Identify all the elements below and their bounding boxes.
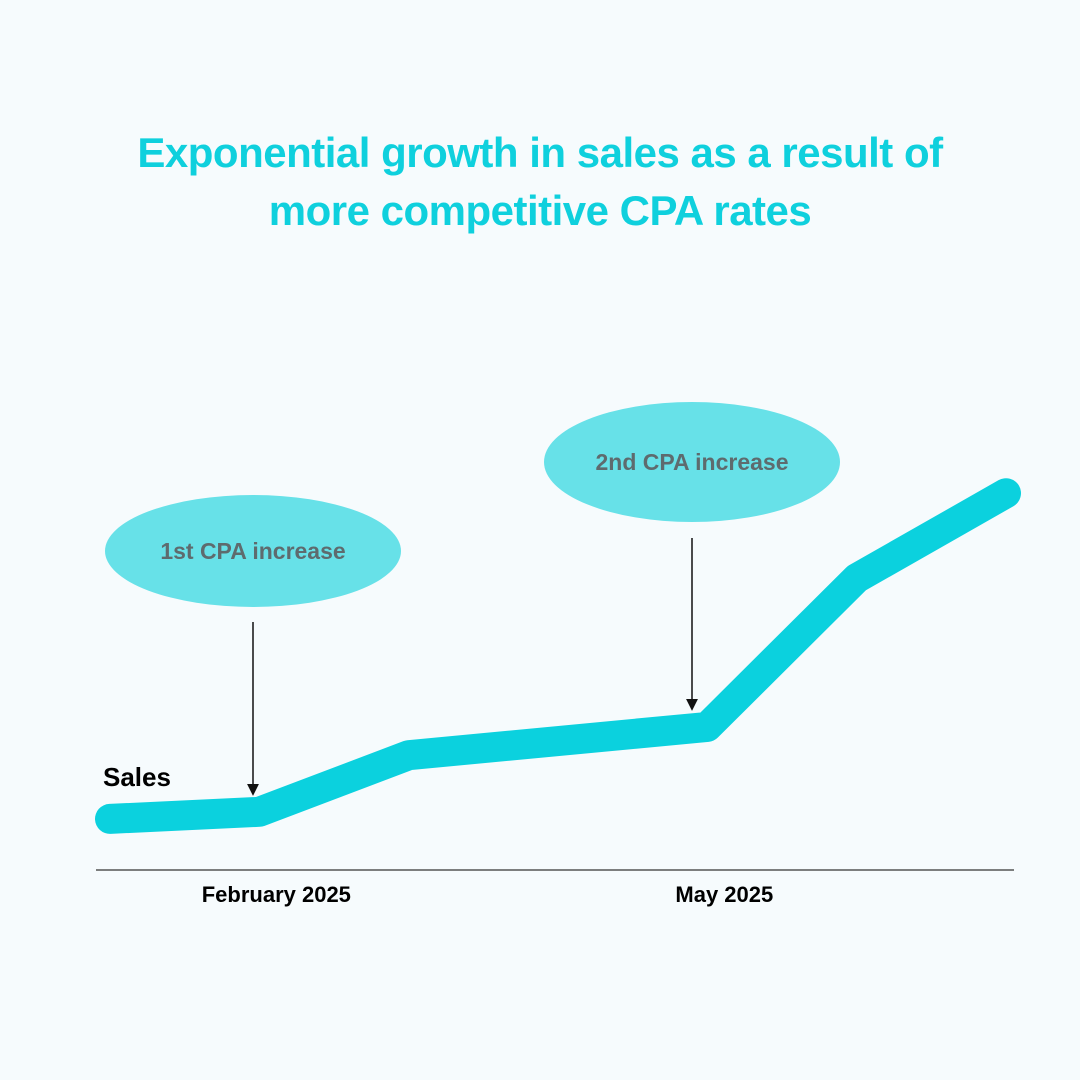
x-tick-label-1: February 2025 bbox=[202, 882, 351, 907]
annotation-bubble-2 bbox=[544, 402, 840, 522]
y-axis-label: Sales bbox=[103, 762, 171, 792]
chart-title-line-2: more competitive CPA rates bbox=[268, 187, 812, 234]
x-tick-label-2: May 2025 bbox=[675, 882, 773, 907]
annotation-bubble-1 bbox=[105, 495, 401, 607]
annotation-label-2: 2nd CPA increase bbox=[595, 449, 788, 475]
sales-series-line bbox=[95, 478, 1021, 834]
chart-title-line-1: Exponential growth in sales as a result … bbox=[137, 129, 943, 176]
chart-title: Exponential growth in sales as a result … bbox=[0, 124, 1080, 240]
annotation-label-1: 1st CPA increase bbox=[160, 538, 345, 564]
